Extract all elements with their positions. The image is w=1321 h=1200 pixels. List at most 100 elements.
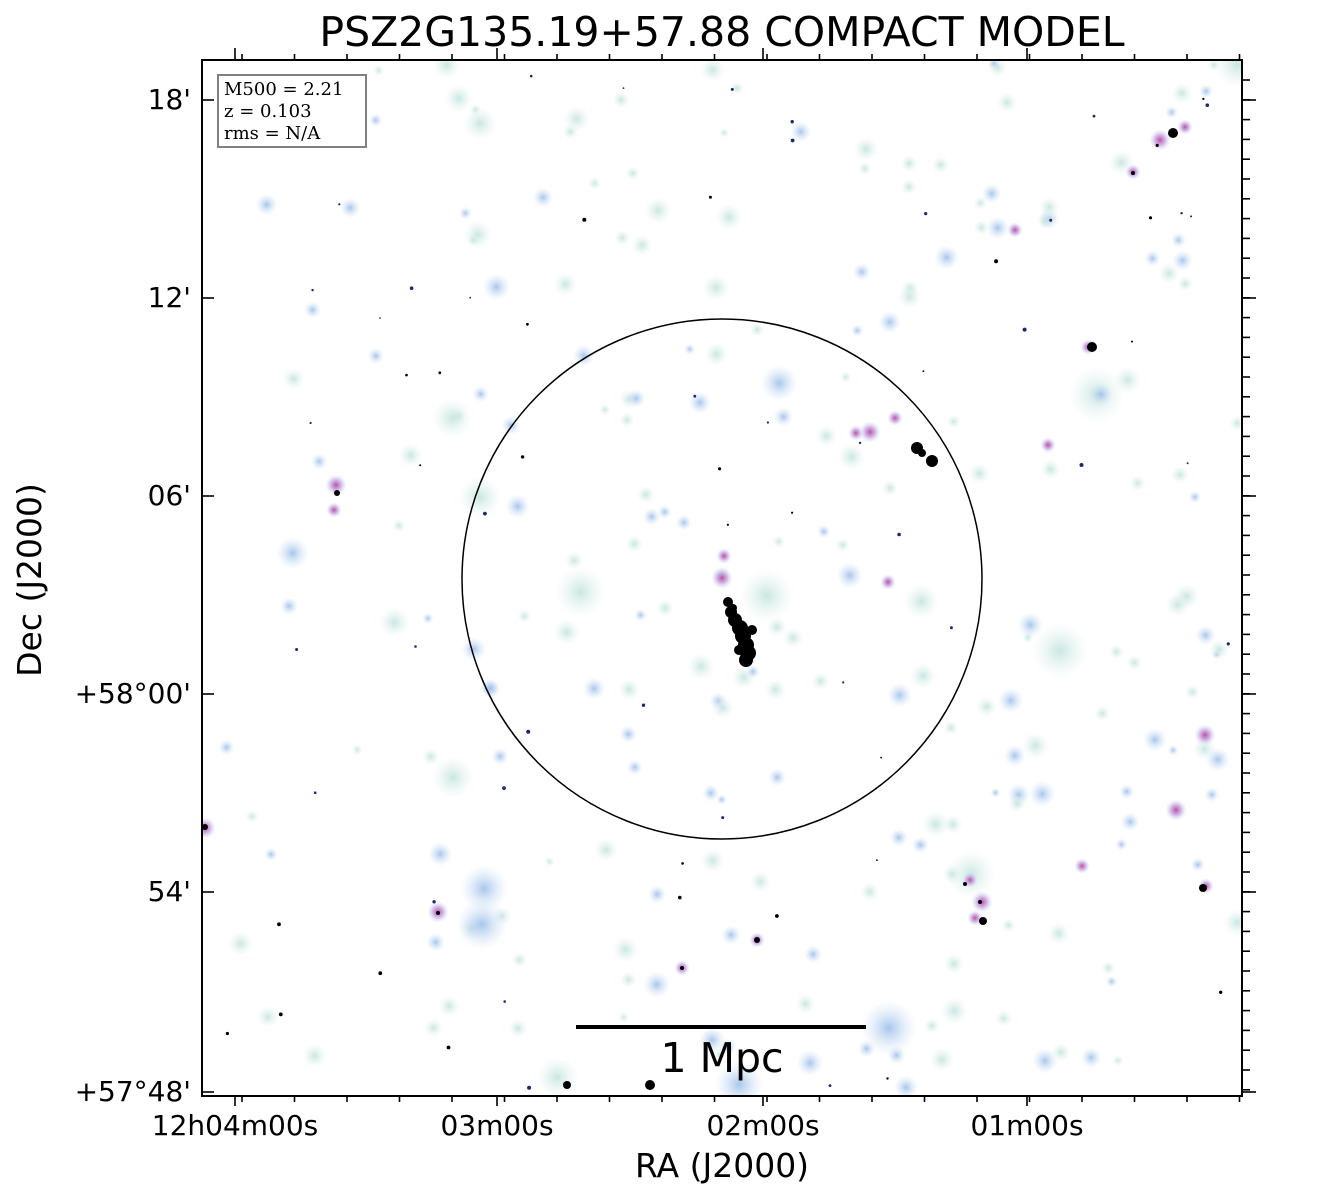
faint-source xyxy=(921,810,950,839)
point-source xyxy=(994,259,999,264)
faint-source xyxy=(816,524,831,539)
faint-source xyxy=(339,197,361,219)
faint-source xyxy=(456,898,508,951)
source-core xyxy=(680,966,684,970)
faint-source xyxy=(968,462,991,485)
point-source xyxy=(842,681,845,684)
faint-source xyxy=(564,551,584,570)
faint-source xyxy=(618,1011,630,1024)
faint-source xyxy=(368,113,383,127)
faint-source xyxy=(582,677,606,700)
faint-source xyxy=(796,1049,824,1077)
faint-source xyxy=(553,272,578,297)
point-source xyxy=(1049,218,1053,222)
point-source xyxy=(483,511,487,516)
point-source xyxy=(338,203,341,206)
faint-source xyxy=(462,106,498,141)
faint-source xyxy=(940,996,969,1025)
faint-source xyxy=(714,1059,764,1096)
point-source xyxy=(828,1084,832,1087)
faint-source xyxy=(467,233,480,247)
faint-source xyxy=(1195,625,1216,646)
faint-source xyxy=(1158,262,1180,285)
central-galaxy-emission xyxy=(739,653,753,667)
faint-source xyxy=(1036,212,1054,230)
faint-source xyxy=(687,652,715,681)
faint-source xyxy=(811,672,830,691)
faint-source xyxy=(1190,857,1206,872)
source-core xyxy=(1087,342,1097,352)
source-core xyxy=(1131,171,1135,175)
faint-source xyxy=(931,156,950,174)
point-source xyxy=(678,895,682,900)
faint-source xyxy=(716,794,728,805)
faint-source xyxy=(1126,654,1143,671)
faint-source xyxy=(943,953,965,975)
faint-source xyxy=(426,932,446,952)
faint-source xyxy=(438,995,460,1017)
point-source xyxy=(1092,114,1096,118)
faint-source xyxy=(310,453,328,470)
faint-source xyxy=(422,612,434,625)
point-source xyxy=(1186,462,1189,465)
faint-source xyxy=(424,1018,444,1038)
source-core xyxy=(1168,128,1178,138)
faint-source xyxy=(684,343,696,355)
point-source xyxy=(1205,103,1210,107)
bright-cores xyxy=(202,74,1230,1090)
bright-source xyxy=(880,574,896,590)
point-source xyxy=(379,317,381,319)
point-source xyxy=(949,626,953,630)
faint-source xyxy=(618,678,641,701)
point-source xyxy=(766,421,770,424)
faint-source xyxy=(768,768,787,787)
plot-title: PSZ2G135.19+57.88 COMPACT MODEL xyxy=(319,8,1125,56)
faint-source xyxy=(1094,705,1111,722)
faint-source xyxy=(644,197,672,225)
axis-ticks xyxy=(202,48,1256,1106)
point-source xyxy=(708,195,712,199)
faint-source xyxy=(1171,82,1193,105)
faint-source xyxy=(562,123,579,140)
faint-source xyxy=(480,678,500,698)
point-source xyxy=(295,648,299,651)
faint-source xyxy=(1089,382,1113,407)
faint-source xyxy=(995,1009,1013,1027)
faint-source xyxy=(730,81,744,96)
bright-source xyxy=(325,474,347,496)
central-galaxy-emission xyxy=(734,645,744,655)
bright-source xyxy=(716,548,732,564)
bright-source xyxy=(1149,129,1171,151)
faint-source xyxy=(1207,60,1221,72)
faint-source xyxy=(711,696,734,720)
faint-source xyxy=(620,971,637,988)
redshift-label: z = 0.103 xyxy=(224,101,312,122)
faint-source xyxy=(923,1017,940,1034)
faint-source xyxy=(889,828,908,847)
faint-source xyxy=(1108,644,1124,660)
bright-source xyxy=(1074,858,1090,874)
faint-source xyxy=(835,537,851,553)
faint-source xyxy=(772,535,786,549)
point-source xyxy=(529,74,533,78)
bright-source xyxy=(859,421,881,443)
bright-source xyxy=(202,817,216,839)
faint-source xyxy=(431,755,475,799)
bright-source xyxy=(326,502,342,518)
faint-source xyxy=(946,414,961,429)
faint-source xyxy=(1101,960,1116,976)
point-source xyxy=(1180,212,1183,215)
faint-source xyxy=(943,720,959,736)
faint-source xyxy=(572,344,595,367)
faint-source xyxy=(1032,1047,1058,1074)
faint-source xyxy=(860,882,880,902)
faint-source xyxy=(647,885,667,904)
bright-source xyxy=(1194,724,1216,746)
y-axis-label: Dec (J2000) xyxy=(10,483,49,677)
faint-source xyxy=(721,925,741,945)
faint-source xyxy=(367,347,385,365)
point-source xyxy=(419,464,422,467)
faint-source xyxy=(700,848,725,873)
faint-source xyxy=(1208,639,1230,660)
